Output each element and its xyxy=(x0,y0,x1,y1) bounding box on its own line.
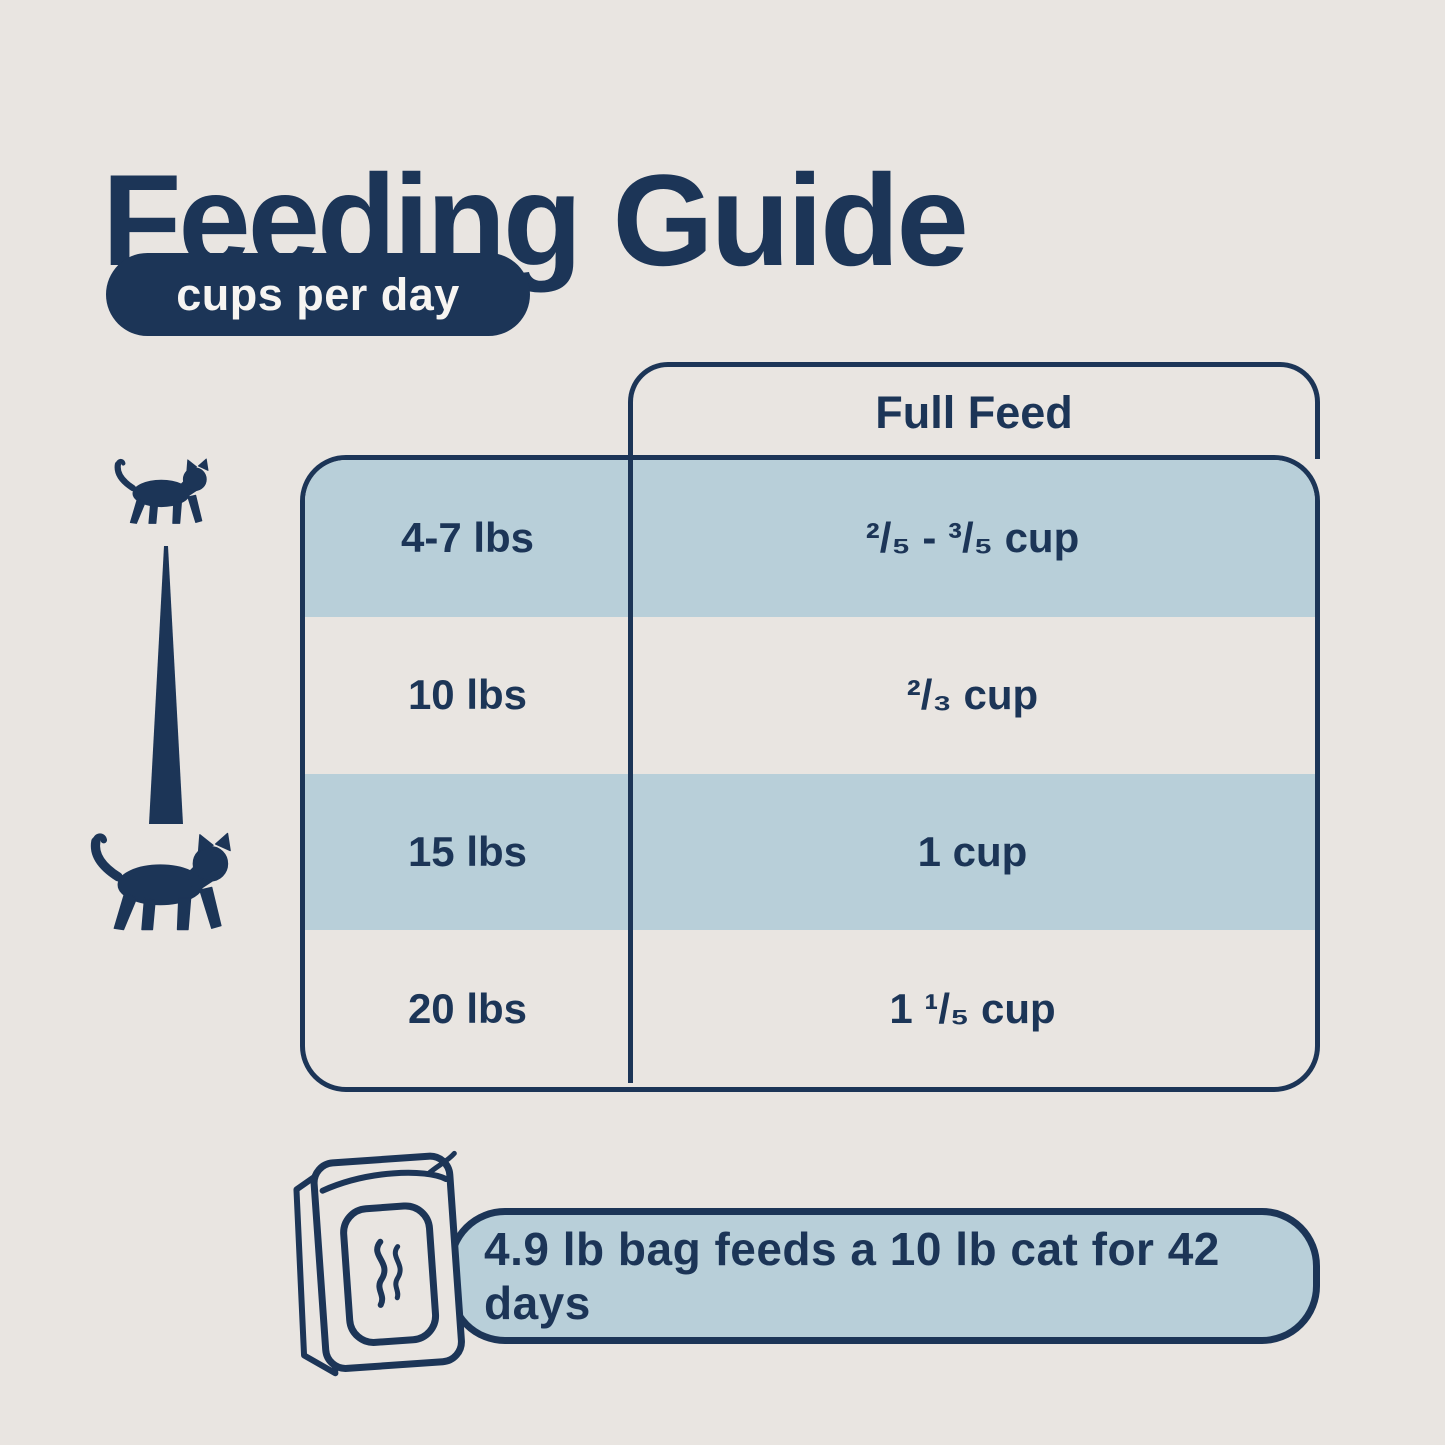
table-row: 10 lbs ²/₃ cup xyxy=(305,617,1315,774)
cups-per-day-badge: cups per day xyxy=(106,253,530,336)
table-column-divider xyxy=(628,459,633,1083)
column-header-label: Full Feed xyxy=(875,387,1073,438)
feeding-table: 4-7 lbs ²/₅ - ³/₅ cup 10 lbs ²/₃ cup 15 … xyxy=(300,455,1320,1092)
weight-cell: 20 lbs xyxy=(407,984,528,1032)
table-row: 20 lbs 1 ¹/₅ cup xyxy=(305,930,1315,1087)
small-cat-icon xyxy=(114,458,209,524)
weight-cell: 10 lbs xyxy=(407,671,528,719)
weight-cell: 15 lbs xyxy=(407,827,528,875)
bag-note-text: 4.9 lb bag feeds a 10 lb cat for 42 days xyxy=(484,1223,1220,1329)
bag-note-banner: 4.9 lb bag feeds a 10 lb cat for 42 days xyxy=(447,1208,1320,1344)
table-row: 4-7 lbs ²/₅ - ³/₅ cup xyxy=(305,460,1315,617)
table-row: 15 lbs 1 cup xyxy=(305,773,1315,931)
amount-cell: 1 ¹/₅ cup xyxy=(889,984,1056,1032)
amount-cell: 1 cup xyxy=(917,827,1028,875)
large-cat-icon xyxy=(90,832,231,931)
cups-per-day-label: cups per day xyxy=(176,268,460,320)
amount-cell: ²/₃ cup xyxy=(906,671,1039,719)
size-gradient-wedge xyxy=(149,546,183,824)
food-bag-icon xyxy=(293,1150,465,1377)
column-header-full-feed: Full Feed xyxy=(628,362,1320,459)
amount-cell: ²/₅ - ³/₅ cup xyxy=(865,514,1080,562)
weight-cell: 4-7 lbs xyxy=(400,514,535,562)
